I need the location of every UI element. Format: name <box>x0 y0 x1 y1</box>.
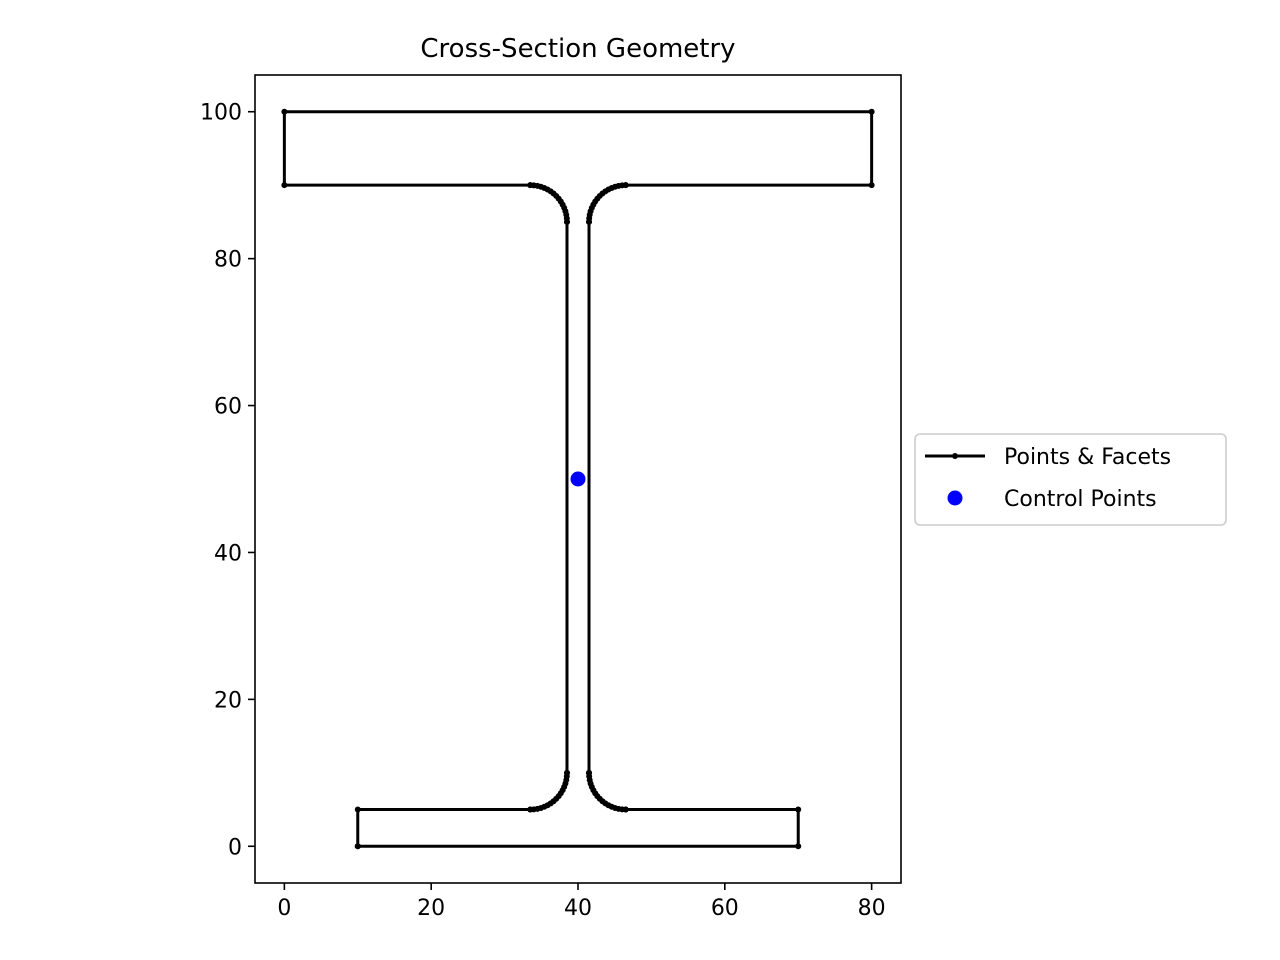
facet-point-marker <box>563 218 570 225</box>
plot-area <box>281 108 875 850</box>
facet-point-marker <box>527 806 534 813</box>
x-tick-label: 80 <box>858 896 886 921</box>
facet-point-marker <box>354 843 361 850</box>
facet-point-marker <box>281 108 288 115</box>
y-tick-label: 100 <box>200 101 242 126</box>
x-tick-label: 40 <box>564 896 592 921</box>
legend-label-points-facets: Points & Facets <box>1004 445 1171 470</box>
facet-point-marker <box>622 182 629 189</box>
facet-point-marker <box>795 843 802 850</box>
y-tick-label: 20 <box>214 688 242 713</box>
legend: Points & Facets Control Points <box>914 433 1227 526</box>
facet-point-marker <box>586 769 593 776</box>
y-tick-label: 80 <box>214 248 242 273</box>
facet-point-marker <box>354 806 361 813</box>
x-tick-label: 60 <box>711 896 739 921</box>
chart-title: Cross-Section Geometry <box>420 34 735 64</box>
y-tick-label: 0 <box>228 835 242 860</box>
legend-line-marker <box>952 453 958 459</box>
axes: 0 20 40 60 80 0 20 40 60 80 100 <box>200 74 902 921</box>
y-tick-label: 60 <box>214 395 242 420</box>
y-tick-label: 40 <box>214 541 242 566</box>
facet-point-marker <box>795 806 802 813</box>
facet-point-marker <box>868 182 875 189</box>
x-tick-label: 0 <box>277 896 291 921</box>
control-point-marker <box>570 471 586 487</box>
legend-label-control-points: Control Points <box>1004 487 1157 512</box>
legend-dot-swatch <box>947 490 963 506</box>
facet-point-marker <box>281 182 288 189</box>
facet-point-marker <box>868 108 875 115</box>
legend-box <box>914 433 1227 526</box>
x-tick-label: 20 <box>417 896 445 921</box>
